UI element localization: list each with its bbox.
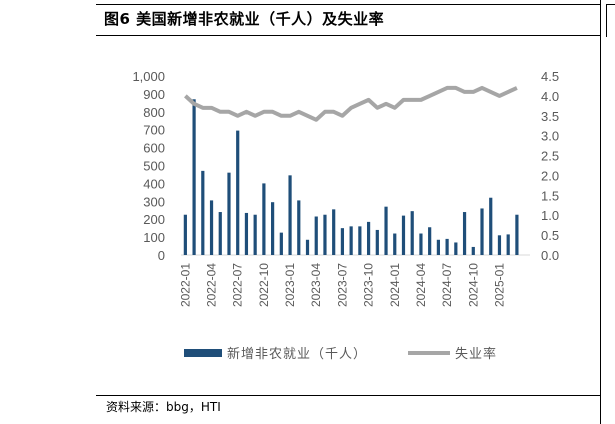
payroll-bar xyxy=(271,202,275,255)
payroll-bar xyxy=(454,242,458,255)
left-tick-label: 400 xyxy=(143,176,165,191)
x-tick-label: 2022-07 xyxy=(231,263,245,307)
left-tick-label: 800 xyxy=(143,105,165,120)
payroll-bar xyxy=(375,229,379,255)
left-tick-label: 700 xyxy=(143,123,165,138)
payroll-bar xyxy=(358,226,362,255)
payroll-bar xyxy=(218,212,222,255)
payroll-bar xyxy=(288,175,292,255)
payroll-bar xyxy=(262,183,266,255)
payroll-bar xyxy=(471,246,475,255)
payroll-bar xyxy=(227,172,231,255)
payroll-bar xyxy=(192,99,196,256)
left-tick-label: 200 xyxy=(143,212,165,227)
title-rule xyxy=(96,35,600,36)
right-tick-label: 3.0 xyxy=(541,129,559,144)
x-axis-labels: 2022-01 2022-04 2022-07 2022-10 2023-01 2023-… xyxy=(178,263,506,307)
payroll-bar xyxy=(340,228,345,255)
payroll-bar xyxy=(279,232,283,256)
right-axis: 0.0 0.5 1.0 1.5 2.0 2.5 3.0 3.5 4.0 4.5 xyxy=(541,69,559,263)
payroll-bar xyxy=(480,208,484,255)
source-note: 资料来源：bbg，HTI xyxy=(106,400,221,414)
right-tick-label: 4.5 xyxy=(541,69,559,84)
left-tick-label: 1,000 xyxy=(132,69,165,84)
payroll-bar xyxy=(236,130,240,255)
x-tick-label: 2023-01 xyxy=(283,263,297,307)
legend-line-label: 失业率 xyxy=(455,346,497,362)
right-tick-label: 3.5 xyxy=(541,109,559,124)
x-tick-label: 2022-10 xyxy=(257,263,271,307)
left-tick-label: 900 xyxy=(143,87,165,102)
right-tick-label: 4.0 xyxy=(541,89,559,104)
payroll-bar xyxy=(497,235,502,255)
left-axis: 0 100 200 300 400 500 600 700 800 900 1,000 xyxy=(132,69,165,263)
left-tick-label: 500 xyxy=(143,159,165,174)
payroll-bar xyxy=(489,197,493,255)
x-tick-label: 2024-01 xyxy=(388,263,402,307)
right-tick-label: 1.0 xyxy=(541,208,559,223)
legend-bar-swatch xyxy=(184,349,222,357)
payroll-bar xyxy=(297,200,301,255)
payroll-bar xyxy=(201,170,205,255)
unemployment-line xyxy=(184,85,518,122)
x-tick-label: 2022-01 xyxy=(178,263,192,307)
payroll-bar xyxy=(410,211,414,255)
payroll-bar xyxy=(209,200,214,255)
payroll-bar xyxy=(445,238,449,255)
adjacent-panel-edge xyxy=(606,4,615,37)
right-tick-label: 2.0 xyxy=(541,168,559,183)
right-tick-label: 0.5 xyxy=(541,228,559,243)
legend: 新增非农就业（千人） 失业率 xyxy=(184,346,497,362)
figure-title: 图6 美国新增非农就业（千人）及失业率 xyxy=(104,10,385,28)
left-tick-label: 100 xyxy=(143,230,165,245)
x-tick-label: 2023-04 xyxy=(309,263,323,307)
payroll-bar xyxy=(436,239,440,255)
left-tick-label: 0 xyxy=(158,248,165,263)
payroll-bar xyxy=(349,226,353,255)
payroll-bar xyxy=(253,214,257,255)
payroll-bar xyxy=(428,227,432,255)
payroll-bar xyxy=(515,214,519,255)
payroll-bar xyxy=(401,215,406,255)
payroll-bar xyxy=(384,206,388,255)
left-tick-label: 600 xyxy=(143,141,165,156)
top-rule xyxy=(96,4,600,5)
left-tick-label: 300 xyxy=(143,194,165,209)
right-tick-label: 2.5 xyxy=(541,149,559,164)
legend-bar-label: 新增非农就业（千人） xyxy=(227,346,367,362)
payroll-bar xyxy=(393,233,397,255)
payroll-bar xyxy=(332,209,336,255)
x-tick-label: 2024-07 xyxy=(440,263,454,307)
right-tick-label: 0.0 xyxy=(541,248,559,263)
x-tick-label: 2025-01 xyxy=(492,263,506,307)
payroll-bar xyxy=(183,214,187,255)
payroll-bar xyxy=(305,239,310,255)
payroll-bar xyxy=(506,234,510,255)
x-tick-label: 2024-10 xyxy=(466,263,480,307)
x-tick-label: 2022-04 xyxy=(205,263,219,307)
payroll-bar xyxy=(244,212,249,255)
x-tick-label: 2023-07 xyxy=(335,263,349,307)
bottom-rule xyxy=(96,395,600,396)
payroll-bar xyxy=(366,221,371,255)
right-tick-label: 1.5 xyxy=(541,188,559,203)
bar-series xyxy=(183,99,519,256)
x-tick-label: 2023-10 xyxy=(362,263,376,307)
payroll-bar xyxy=(419,233,423,255)
payroll-bar xyxy=(314,216,318,255)
x-tick-label: 2024-04 xyxy=(414,263,428,307)
right-border xyxy=(600,0,601,424)
payroll-bar xyxy=(462,212,467,255)
payroll-bar xyxy=(323,214,327,255)
